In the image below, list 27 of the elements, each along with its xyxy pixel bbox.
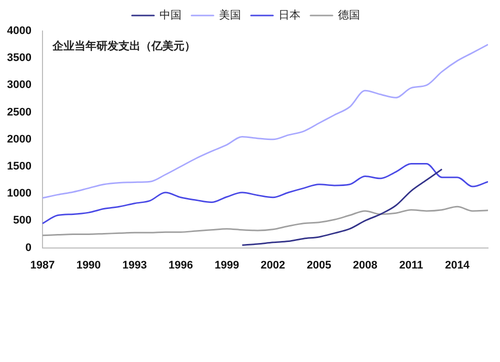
y-tick-label: 3500 [6,52,32,64]
y-tick-label: 1000 [6,188,32,200]
y-tick-label: 0 [25,242,32,254]
legend-label: 德国 [338,10,360,22]
y-tick-label: 1500 [6,160,32,173]
y-tick-label: 4000 [6,25,32,38]
x-tick-label: 2011 [399,259,424,272]
legend-label: 中国 [160,8,182,22]
x-tick-label: 1987 [30,259,55,272]
x-tick-label: 2014 [445,259,470,272]
line-series [42,163,488,224]
y-tick-label: 2500 [6,106,32,118]
annotation: 企业当年研发支出（亿美元） [51,39,196,52]
x-tick-label: 2005 [306,259,332,272]
y-tick-label: 2000 [6,133,32,146]
y-tick-label: 500 [13,214,32,227]
line-series [241,168,443,246]
x-tick-label: 2002 [260,259,286,272]
legend-label: 日本 [278,8,300,22]
x-tick-label: 1993 [122,259,147,272]
line-series [42,206,488,236]
x-tick-label: 2008 [352,259,378,272]
x-tick-label: 1996 [168,259,193,272]
legend-label: 美国 [219,8,241,22]
x-tick-label: 1990 [76,259,101,272]
y-tick-label: 3000 [6,79,32,92]
x-tick-label: 1999 [214,259,240,272]
